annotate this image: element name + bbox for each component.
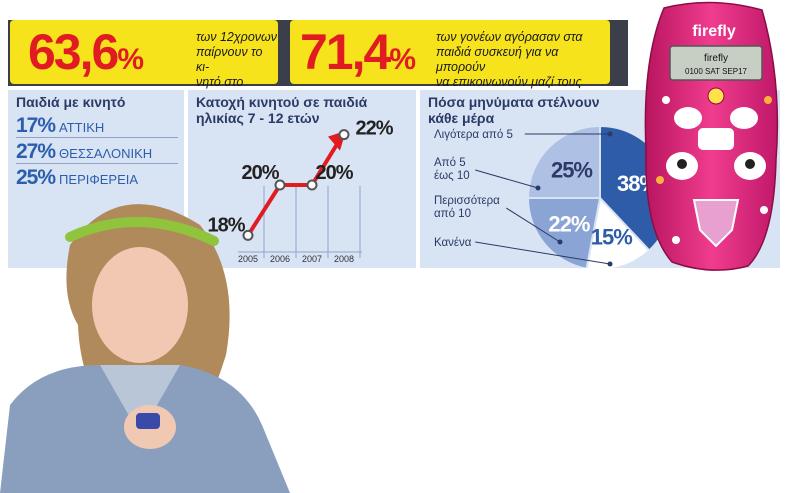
data-point bbox=[242, 229, 254, 241]
flower-icon bbox=[662, 96, 670, 104]
stat1-box: 63,6% των 12χρονων παίρνουν το κι- νητό … bbox=[10, 20, 278, 104]
series-line bbox=[246, 141, 340, 237]
line-chart-title: Κατοχή κινητού σε παιδιά ηλικίας 7 - 12 … bbox=[196, 94, 368, 126]
phone-screen bbox=[669, 45, 763, 81]
held-phone bbox=[136, 413, 160, 429]
dad-icon bbox=[745, 159, 755, 169]
flower-icon bbox=[760, 206, 768, 214]
data-label: 18% bbox=[207, 214, 245, 236]
data-label: 20% bbox=[241, 162, 279, 184]
region-panel-title: Παιδιά με κινητό bbox=[16, 94, 126, 110]
stat2-caption: των γονέων αγόρασαν στα παιδιά συσκευή γ… bbox=[436, 30, 583, 89]
data-label: 20% bbox=[315, 162, 353, 184]
stat2-value: 71,4% bbox=[300, 24, 416, 80]
flower-icon bbox=[656, 176, 664, 184]
stat2-box: 71,4% των γονέων αγόρασαν στα παιδιά συσ… bbox=[290, 20, 610, 89]
data-point bbox=[274, 179, 286, 191]
leader-line bbox=[475, 241, 611, 265]
legend-label: Λιγότερα από 5 bbox=[434, 129, 513, 141]
headband bbox=[65, 216, 219, 246]
data-point bbox=[338, 129, 350, 141]
phone-bee-icon bbox=[707, 87, 725, 105]
line-chart-panel: Κατοχή κινητού σε παιδιά ηλικίας 7 - 12 … bbox=[188, 90, 416, 268]
leader-dot bbox=[607, 261, 613, 267]
flower-icon bbox=[764, 96, 772, 104]
data-point bbox=[306, 179, 318, 191]
girl-photo bbox=[0, 204, 290, 493]
chart-series bbox=[242, 129, 350, 241]
leader-dot bbox=[557, 239, 563, 245]
pie-slice bbox=[526, 197, 602, 268]
stat1-value: 63,6% bbox=[28, 24, 144, 80]
x-tick-label: 2007 bbox=[302, 254, 322, 264]
chart-labels: 18%20% 20%22% bbox=[207, 118, 394, 237]
pie-slice bbox=[585, 195, 651, 268]
line-chart: 18%20% 20%22% 2005 2006 2007 2008 bbox=[207, 118, 394, 264]
pie-chart-title: Πόσα μηνύματα στέλνουν κάθε μέρα bbox=[428, 94, 600, 126]
phone-screen-time: 0100 SAT SEP17 bbox=[685, 67, 748, 76]
superman-logo bbox=[692, 199, 740, 248]
legend-label: από 10 bbox=[434, 208, 471, 220]
x-tick-label: 2006 bbox=[270, 254, 290, 264]
x-axis-ticks: 2005 2006 2007 2008 bbox=[238, 254, 354, 264]
pie-slices bbox=[526, 124, 673, 268]
x-tick-label: 2005 bbox=[238, 254, 258, 264]
pie-slice bbox=[526, 124, 601, 199]
legend-label: Περισσότερα bbox=[434, 195, 500, 207]
phone-screen-brand: firefly bbox=[704, 53, 728, 64]
flower-icon bbox=[672, 236, 680, 244]
phone-book-button bbox=[698, 128, 734, 150]
phone-brand: firefly bbox=[692, 23, 736, 40]
region-row: 27% ΘΕΣΣΑΛΟΝΙΚΗ bbox=[16, 140, 178, 164]
leader-dot bbox=[535, 185, 541, 191]
legend-label: έως 10 bbox=[434, 170, 470, 182]
phone-right-button bbox=[730, 107, 758, 129]
leader-line bbox=[505, 207, 561, 243]
mom-icon bbox=[677, 159, 687, 169]
leader-line bbox=[475, 169, 539, 189]
legend-label: Κανένα bbox=[434, 237, 472, 249]
region-row: 25% ΠΕΡΙΦΕΡΕΙΑ bbox=[16, 166, 139, 189]
leader-dot bbox=[607, 131, 613, 137]
jacket-collar bbox=[100, 365, 180, 435]
slice-label: 22% bbox=[548, 212, 589, 237]
phone-illustration: firefly firefly 0100 SAT SEP17 bbox=[644, 1, 779, 271]
x-tick-label: 2008 bbox=[334, 254, 354, 264]
region-row: 17% ΑΤΤΙΚΗ bbox=[16, 114, 178, 138]
slice-label: 25% bbox=[551, 157, 592, 182]
slice-label: 15% bbox=[591, 225, 632, 250]
girl-face bbox=[92, 247, 188, 363]
chart-grid bbox=[238, 186, 362, 258]
phone-left-button bbox=[674, 107, 702, 129]
data-label: 22% bbox=[355, 118, 393, 140]
legend-label: Από 5 bbox=[434, 157, 466, 169]
